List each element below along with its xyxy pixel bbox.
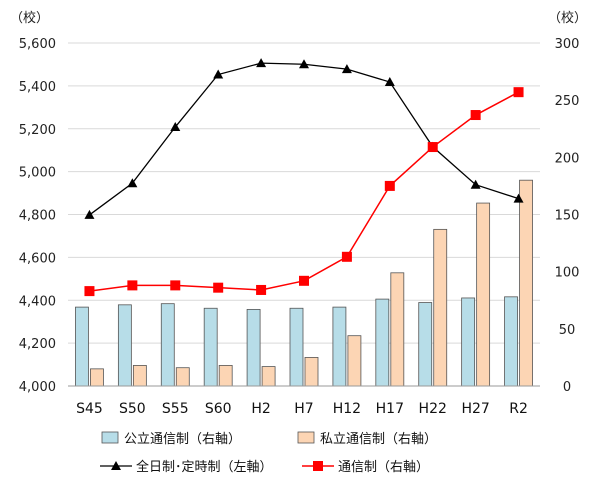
gridlines <box>68 42 540 344</box>
public-bar <box>418 302 433 387</box>
lines <box>84 58 524 297</box>
left-tick-label: 4,400 <box>19 294 56 309</box>
right-tick-label: 300 <box>555 37 580 52</box>
legend-label-public: 公立通信制（右軸） <box>124 432 241 447</box>
fulltime-point <box>384 77 395 87</box>
correspondence-point <box>513 87 524 98</box>
legend: 公立通信制（右軸） 私立通信制（右軸） 全日制･定時制（左軸） 通信制（右軸） <box>100 431 437 475</box>
legend-swatch-public <box>101 431 119 444</box>
left-tick-label: 5,600 <box>19 37 56 52</box>
category-label: H22 <box>419 401 447 417</box>
correspondence-point <box>170 280 181 291</box>
correspondence-point <box>384 180 395 191</box>
private-bar <box>175 367 190 387</box>
fulltime-point <box>170 122 181 132</box>
right-tick-label: 200 <box>555 151 580 166</box>
correspondence-point <box>256 284 267 295</box>
category-label: R2 <box>509 401 528 417</box>
public-bar <box>75 306 89 387</box>
fulltime-point <box>470 179 481 189</box>
correspondence-point <box>427 142 438 153</box>
category-label: S45 <box>76 401 103 417</box>
fulltime-point <box>341 64 352 74</box>
category-label: H27 <box>461 401 489 417</box>
public-bar <box>461 297 476 387</box>
legend-label-correspondence: 通信制（右軸） <box>338 460 429 475</box>
correspondence-point <box>84 286 95 297</box>
private-bar <box>132 365 147 387</box>
category-label: H17 <box>376 401 404 417</box>
left-axis-ticks: 4,000 4,200 4,400 4,600 4,800 5,000 5,200 5,400… <box>19 37 56 395</box>
public-bar <box>117 304 132 387</box>
category-label: H7 <box>294 401 313 417</box>
private-bar <box>261 366 276 387</box>
private-bar <box>433 228 448 387</box>
public-bar <box>375 298 390 387</box>
left-tick-label: 4,800 <box>19 209 56 224</box>
legend-marker-fulltime <box>111 461 121 470</box>
category-labels: S45 S50 S55 S60 H2 H7 H12 H17 H22 H27 R2 <box>76 401 528 417</box>
right-tick-label: 50 <box>559 323 576 338</box>
right-tick-label: 100 <box>555 266 580 281</box>
right-tick-label: 150 <box>555 209 580 224</box>
category-label: H2 <box>251 401 270 417</box>
fulltime-point <box>256 58 267 68</box>
private-bar <box>519 179 533 387</box>
right-tick-label: 0 <box>563 380 571 395</box>
correspondence-point <box>299 275 309 286</box>
correspondence-point <box>213 282 224 293</box>
right-axis-ticks: 0 50 100 150 200 250 300 <box>555 37 580 395</box>
fulltime-point <box>213 69 224 79</box>
left-tick-label: 4,200 <box>19 337 56 352</box>
correspondence-point <box>127 280 138 291</box>
fulltime-point <box>299 59 309 69</box>
private-bar <box>390 272 405 387</box>
left-tick-label: 4,000 <box>19 380 56 395</box>
legend-label-fulltime: 全日制･定時制（左軸） <box>136 459 273 475</box>
category-label: S50 <box>119 401 146 417</box>
right-axis-unit: （校） <box>548 10 587 26</box>
correspondence-point <box>470 110 481 121</box>
public-bar <box>160 303 175 387</box>
private-bar <box>304 357 319 387</box>
legend-marker-correspondence <box>313 461 323 471</box>
private-bar <box>347 335 362 387</box>
category-label: H12 <box>333 401 361 417</box>
left-tick-label: 5,000 <box>19 166 56 181</box>
public-bar <box>246 308 261 387</box>
legend-label-private: 私立通信制（右軸） <box>320 432 437 447</box>
private-bar <box>90 368 104 387</box>
correspondence-point <box>341 251 352 262</box>
fulltime-point <box>127 178 138 188</box>
right-tick-label: 250 <box>555 94 580 109</box>
legend-swatch-private <box>297 431 315 444</box>
private-bar <box>218 365 233 387</box>
left-axis-unit: （校） <box>10 10 49 26</box>
fulltime-point <box>84 209 95 219</box>
left-tick-label: 5,200 <box>19 123 56 138</box>
left-tick-label: 4,600 <box>19 251 56 266</box>
fulltime-point <box>513 193 524 203</box>
public-bar <box>203 307 218 387</box>
private-bar <box>476 202 491 387</box>
correspondence-line <box>89 91 519 292</box>
category-label: S60 <box>205 401 232 417</box>
public-bar <box>332 306 347 387</box>
public-bar <box>504 296 518 387</box>
public-bar <box>289 307 304 387</box>
category-label: S55 <box>162 401 189 417</box>
left-tick-label: 5,400 <box>19 80 56 95</box>
